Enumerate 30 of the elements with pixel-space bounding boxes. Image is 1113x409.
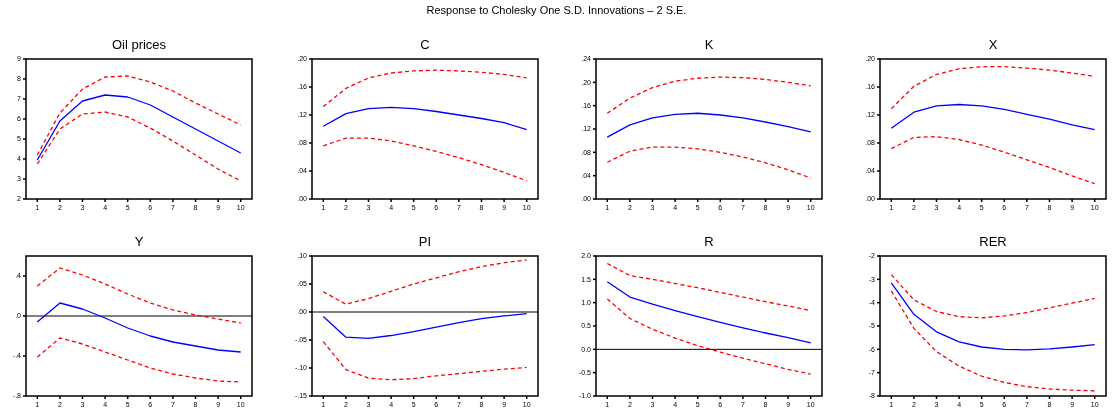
line-series [890,282,1096,351]
line-series [606,146,812,179]
line-series [322,259,528,305]
chart-title: Y [134,234,144,249]
line-series [322,341,528,381]
line-series [36,111,242,182]
line-series [322,313,528,339]
line-series [890,103,1096,131]
chart-title: RER [979,234,1007,249]
line-series [36,267,242,324]
chart-title: X [988,37,998,52]
line-series [890,136,1096,185]
line-series [36,302,242,353]
text: Response to Cholesky One S.D. Innovations – 2 S.E. [426,4,687,16]
chart-title: PI [418,234,432,249]
chart-title: R [704,234,714,249]
chart-title: K [704,37,714,52]
line-series [36,75,242,156]
line-series [606,112,812,138]
chart-title: C [420,37,430,52]
line-series [322,137,528,182]
line-series [322,69,528,108]
line-series [606,281,812,344]
line-series [322,106,528,131]
line-series [36,94,242,161]
line-series [606,298,812,375]
chart-title: Oil prices [111,37,167,52]
line-series [606,76,812,114]
line-series [890,290,1096,392]
line-series [890,274,1096,319]
